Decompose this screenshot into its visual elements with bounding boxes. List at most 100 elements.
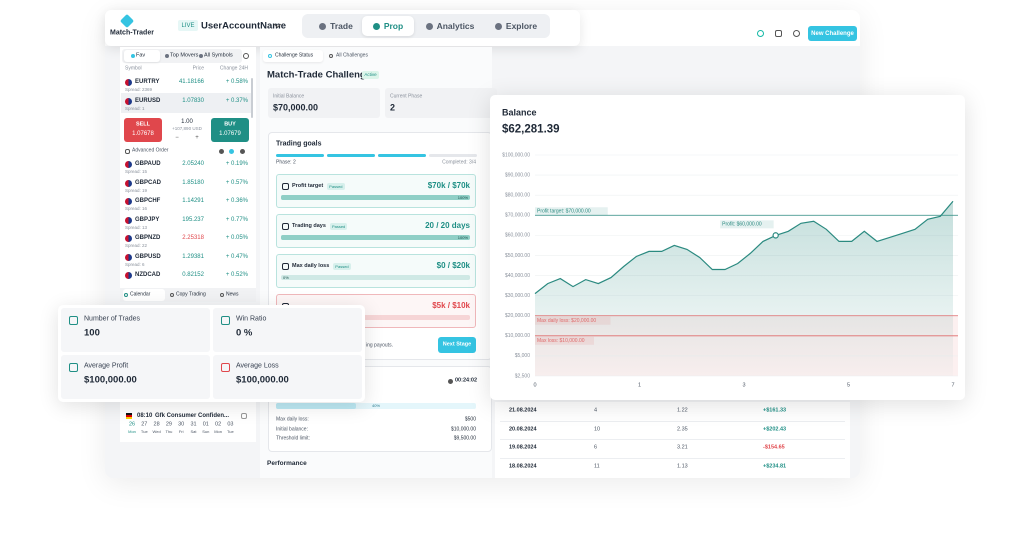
symbol[interactable]: GBPCHF <box>135 198 161 204</box>
challenge-tab[interactable]: All Challenges <box>336 52 368 59</box>
phase-segment <box>429 154 477 157</box>
date: 20.08.2024 <box>509 425 537 432</box>
summary-card <box>268 88 380 118</box>
calendar-date[interactable]: 26 <box>128 421 136 428</box>
calendar-date[interactable]: 03 <box>227 421 234 428</box>
nav-tab[interactable]: Prop <box>362 16 414 36</box>
nav-tab[interactable]: Analytics <box>418 16 482 36</box>
goal-value: $5k / $10k <box>432 301 470 310</box>
card-value: $70,000.00 <box>273 102 319 113</box>
calendar-date[interactable]: 30 <box>178 421 185 428</box>
icon <box>170 293 174 297</box>
buy-button[interactable]: BUY 1.07679 <box>211 118 249 142</box>
calendar-date[interactable]: 02 <box>215 421 222 428</box>
change: + 0.36% <box>225 198 248 204</box>
icon <box>220 315 230 325</box>
symbol[interactable]: GBPNZD <box>135 235 161 241</box>
bottom-tab[interactable]: Copy Trading <box>176 291 206 298</box>
symbol[interactable]: GBPCAD <box>135 180 162 186</box>
marker-label-bg <box>720 220 774 229</box>
goal-track <box>281 275 470 280</box>
minus-button[interactable]: − <box>175 135 179 141</box>
nav-tab-label: Trade <box>330 21 353 31</box>
symbol[interactable]: GBPJPY <box>135 217 160 223</box>
spread: Spread: 19 <box>125 187 148 193</box>
symbol[interactable]: GBPAUD <box>135 161 161 167</box>
nav-tab[interactable]: Trade <box>314 16 358 36</box>
icon <box>220 362 230 372</box>
goal-fill <box>281 195 470 200</box>
stat-value: $100,000.00 <box>84 374 137 386</box>
goal-progress: 100% <box>457 194 468 200</box>
price: 1.29381 <box>182 254 204 260</box>
icon <box>239 148 245 154</box>
calendar-date[interactable]: 28 <box>153 421 160 428</box>
next-stage-button[interactable]: Next Stage <box>438 337 476 353</box>
timer: 00:24:02 <box>455 377 478 384</box>
calendar-day: Mon <box>128 429 136 434</box>
flag <box>125 97 132 105</box>
sell-button[interactable]: SELL 1.07678 <box>124 118 162 142</box>
symbol[interactable]: GBPUSD <box>135 254 161 260</box>
icon <box>68 315 78 325</box>
goal-progress: 0% <box>283 274 289 280</box>
watchlist-tab[interactable]: Fav <box>136 52 146 59</box>
price: 41.18166 <box>178 79 204 85</box>
advanced-order[interactable]: Advanced Order <box>132 147 169 154</box>
bottom-tab[interactable]: News <box>226 291 239 298</box>
watchlist-tab[interactable]: Top Movers <box>170 52 199 59</box>
reference-label: Max daily loss: $20,000.00 <box>537 318 596 324</box>
symbol[interactable]: NZDCAD <box>135 272 161 278</box>
calendar-date[interactable]: 01 <box>202 421 209 428</box>
daily-fill <box>276 403 356 409</box>
row-divider <box>500 420 845 422</box>
symbol[interactable]: EURTRY <box>135 79 160 85</box>
calendar-date[interactable]: 29 <box>165 421 172 428</box>
calendar-date[interactable]: 27 <box>141 421 148 428</box>
icon <box>774 29 782 37</box>
reference-label-bg <box>535 336 594 345</box>
tab-icon <box>494 22 502 30</box>
account-name[interactable]: UserAccountName <box>201 20 286 32</box>
plus-button[interactable]: + <box>195 135 199 141</box>
pnl: +$234.81 <box>763 463 787 470</box>
buy-price: 1.07679 <box>219 131 241 137</box>
event-name: Gfk Consumer Confiden... <box>155 413 230 419</box>
volume-note: +107,890 USD <box>172 125 202 131</box>
ratio: 1.13 <box>677 463 688 470</box>
price: 0.82152 <box>182 272 204 278</box>
change: + 0.37% <box>225 98 248 104</box>
icon <box>243 53 249 59</box>
icon <box>281 222 289 230</box>
calendar-day: Mon <box>214 429 222 434</box>
scrollbar <box>251 78 253 118</box>
challenge-tab[interactable]: Challenge Status <box>275 52 314 59</box>
tab-active <box>124 50 160 62</box>
x-tick-label: 1 <box>638 382 641 388</box>
goal-track <box>281 315 470 320</box>
card-label: Initial Balance <box>273 93 305 100</box>
y-tick-label: $90,000.00 <box>505 172 530 178</box>
y-tick-label: $60,000.00 <box>505 233 530 239</box>
logo-text: Match-Trader <box>110 29 154 37</box>
stat-label: Average Profit <box>84 362 129 370</box>
stat-value: 0 % <box>236 327 253 339</box>
change: + 0.05% <box>225 235 248 241</box>
goal-header: Trading days Passed <box>292 222 412 230</box>
spread: Spread: 16 <box>125 205 148 211</box>
nav-tab[interactable]: Explore <box>488 16 544 36</box>
icon <box>241 413 247 419</box>
goal-value: 20 / 20 days <box>425 221 470 230</box>
calendar-date[interactable]: 31 <box>190 421 197 428</box>
ratio: 1.22 <box>677 407 688 414</box>
new-challenge-button[interactable]: New Challenge <box>808 26 857 41</box>
watchlist-tab[interactable]: All Symbols <box>204 52 233 59</box>
y-tick-label: $40,000.00 <box>505 273 530 279</box>
symbol[interactable]: EURUSD <box>135 98 161 104</box>
date: 19.08.2024 <box>509 444 537 451</box>
bottom-tab[interactable]: Calendar <box>130 291 151 298</box>
status: Active <box>364 71 377 77</box>
pnl: +$161.33 <box>763 407 787 414</box>
spread: Spread: 15 <box>125 168 148 174</box>
